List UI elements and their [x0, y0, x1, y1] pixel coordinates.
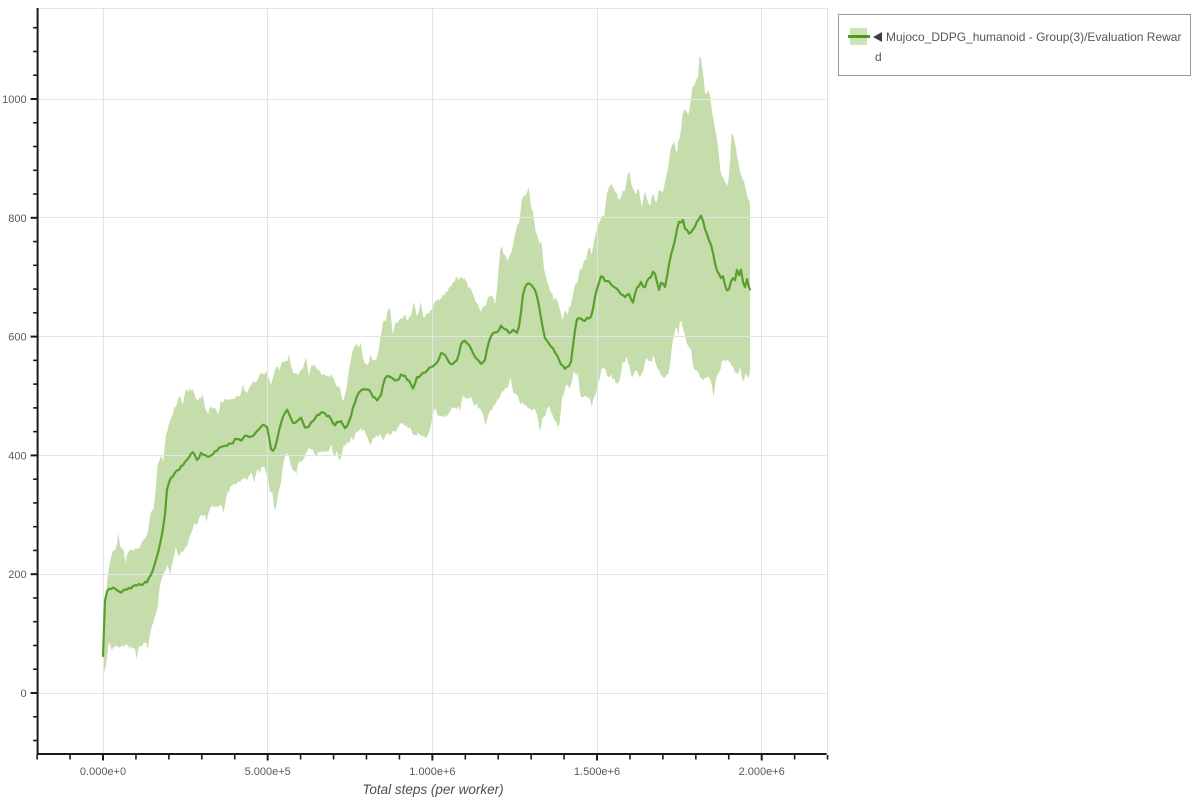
svg-text:0.000e+0: 0.000e+0	[80, 766, 126, 778]
svg-text:0: 0	[20, 688, 26, 700]
svg-text:800: 800	[8, 213, 26, 225]
svg-text:200: 200	[8, 569, 26, 581]
svg-text:2.000e+6: 2.000e+6	[739, 766, 785, 778]
svg-text:1.500e+6: 1.500e+6	[574, 766, 620, 778]
svg-text:5.000e+5: 5.000e+5	[245, 766, 291, 778]
svg-text:Total steps (per worker): Total steps (per worker)	[362, 782, 503, 797]
svg-text:1000: 1000	[2, 94, 26, 106]
svg-text:600: 600	[8, 332, 26, 344]
svg-text:400: 400	[8, 450, 26, 462]
svg-text:1.000e+6: 1.000e+6	[409, 766, 455, 778]
